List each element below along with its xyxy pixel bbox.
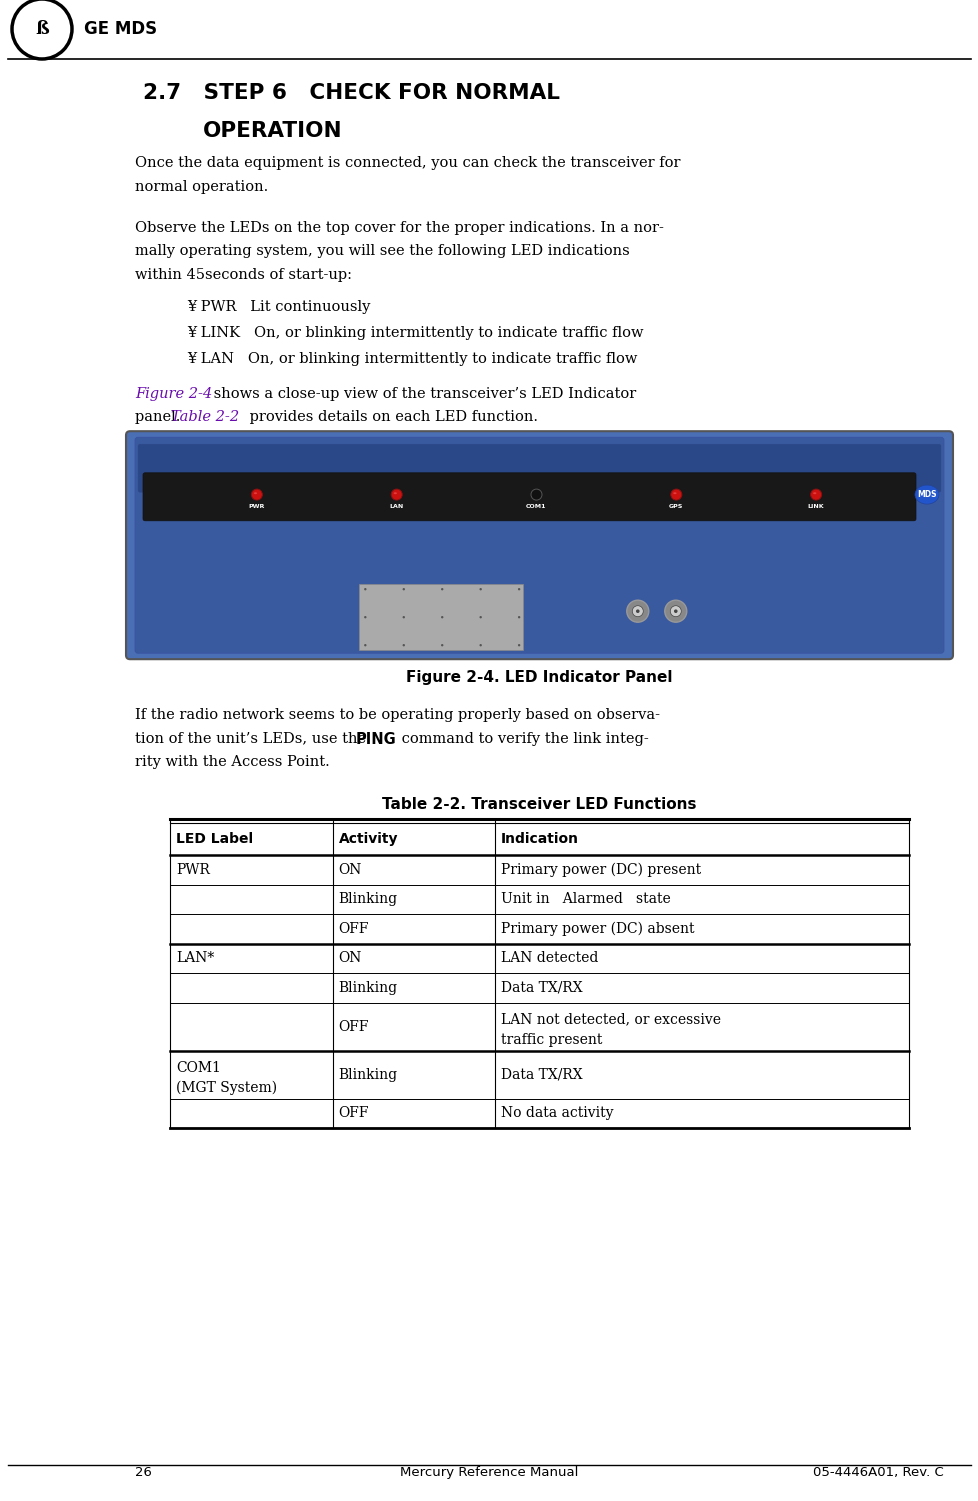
- Text: Figure 2-4. LED Indicator Panel: Figure 2-4. LED Indicator Panel: [406, 671, 672, 684]
- Text: 2.7   STEP 6   CHECK FOR NORMAL: 2.7 STEP 6 CHECK FOR NORMAL: [143, 83, 559, 104]
- Text: (MGT System): (MGT System): [176, 1081, 277, 1094]
- Text: PING: PING: [356, 731, 396, 746]
- Text: command to verify the link integ-: command to verify the link integ-: [397, 731, 648, 746]
- Ellipse shape: [914, 485, 938, 504]
- Text: ß: ß: [35, 20, 49, 38]
- Circle shape: [402, 615, 405, 618]
- Text: Indication: Indication: [501, 832, 579, 847]
- Text: ON: ON: [338, 952, 362, 965]
- Text: Data TX/RX: Data TX/RX: [501, 1067, 582, 1082]
- Circle shape: [810, 489, 821, 500]
- Circle shape: [626, 600, 648, 623]
- Text: tion of the unit’s LEDs, use the: tion of the unit’s LEDs, use the: [135, 731, 366, 746]
- FancyBboxPatch shape: [143, 473, 915, 521]
- Circle shape: [440, 588, 443, 590]
- Text: traffic present: traffic present: [501, 1033, 601, 1046]
- Circle shape: [402, 644, 405, 647]
- Circle shape: [479, 615, 481, 618]
- Text: Blinking: Blinking: [338, 893, 397, 907]
- FancyBboxPatch shape: [135, 437, 943, 653]
- Text: OFF: OFF: [338, 922, 369, 937]
- Circle shape: [670, 489, 681, 500]
- Circle shape: [364, 588, 366, 590]
- Text: 26: 26: [135, 1466, 152, 1478]
- Circle shape: [251, 489, 262, 500]
- Text: ¥ PWR   Lit continuously: ¥ PWR Lit continuously: [187, 300, 370, 314]
- Text: within 45seconds of start-up:: within 45seconds of start-up:: [135, 269, 352, 282]
- Text: LAN not detected, or excessive: LAN not detected, or excessive: [501, 1013, 721, 1027]
- Circle shape: [670, 606, 681, 617]
- Text: LINK: LINK: [807, 504, 823, 509]
- Text: mally operating system, you will see the following LED indications: mally operating system, you will see the…: [135, 245, 629, 258]
- Text: OFF: OFF: [338, 1019, 369, 1034]
- Text: rity with the Access Point.: rity with the Access Point.: [135, 755, 330, 769]
- Ellipse shape: [673, 492, 676, 494]
- Ellipse shape: [393, 492, 396, 494]
- Circle shape: [479, 588, 481, 590]
- Text: Activity: Activity: [338, 832, 398, 847]
- Text: provides details on each LED function.: provides details on each LED function.: [244, 410, 538, 425]
- Text: PWR: PWR: [248, 504, 265, 509]
- Text: No data activity: No data activity: [501, 1106, 613, 1120]
- Text: Primary power (DC) present: Primary power (DC) present: [501, 863, 700, 877]
- Text: ¥ LINK   On, or blinking intermittently to indicate traffic flow: ¥ LINK On, or blinking intermittently to…: [187, 326, 643, 339]
- Text: GE MDS: GE MDS: [84, 20, 156, 38]
- Text: Table 2-2. Transceiver LED Functions: Table 2-2. Transceiver LED Functions: [381, 797, 696, 812]
- Circle shape: [664, 600, 687, 623]
- Circle shape: [517, 615, 519, 618]
- Text: LAN*: LAN*: [176, 952, 214, 965]
- Text: LAN detected: LAN detected: [501, 952, 598, 965]
- Text: COM1: COM1: [526, 504, 546, 509]
- Text: 05-4446A01, Rev. C: 05-4446A01, Rev. C: [813, 1466, 943, 1478]
- Text: Blinking: Blinking: [338, 1067, 397, 1082]
- Circle shape: [391, 489, 402, 500]
- Text: If the radio network seems to be operating properly based on observa-: If the radio network seems to be operati…: [135, 708, 659, 722]
- Text: OFF: OFF: [338, 1106, 369, 1120]
- Text: normal operation.: normal operation.: [135, 180, 268, 194]
- Circle shape: [364, 615, 366, 618]
- Bar: [359, 584, 522, 650]
- Ellipse shape: [813, 492, 816, 494]
- Text: PWR: PWR: [176, 863, 209, 877]
- FancyBboxPatch shape: [126, 431, 952, 659]
- Circle shape: [364, 644, 366, 647]
- Text: shows a close-up view of the transceiver’s LED Indicator: shows a close-up view of the transceiver…: [208, 387, 636, 401]
- Circle shape: [440, 615, 443, 618]
- Text: Table 2-2: Table 2-2: [171, 410, 239, 425]
- Text: Unit in   Alarmed   state: Unit in Alarmed state: [501, 893, 670, 907]
- Text: MDS: MDS: [916, 491, 936, 500]
- Text: OPERATION: OPERATION: [202, 122, 342, 141]
- Circle shape: [517, 588, 519, 590]
- Circle shape: [479, 644, 481, 647]
- Circle shape: [673, 609, 677, 612]
- Text: LED Label: LED Label: [176, 832, 253, 847]
- Text: ¥ LAN   On, or blinking intermittently to indicate traffic flow: ¥ LAN On, or blinking intermittently to …: [187, 351, 637, 366]
- Text: ON: ON: [338, 863, 362, 877]
- Text: LAN: LAN: [389, 504, 403, 509]
- Text: Blinking: Blinking: [338, 982, 397, 995]
- Ellipse shape: [12, 0, 72, 59]
- Text: Observe the LEDs on the top cover for the proper indications. In a nor-: Observe the LEDs on the top cover for th…: [135, 221, 663, 236]
- Circle shape: [530, 489, 542, 500]
- Text: Primary power (DC) absent: Primary power (DC) absent: [501, 922, 694, 937]
- FancyBboxPatch shape: [138, 444, 940, 492]
- Circle shape: [402, 588, 405, 590]
- Text: Figure 2-4: Figure 2-4: [135, 387, 212, 401]
- Text: panel.: panel.: [135, 410, 185, 425]
- Circle shape: [517, 644, 519, 647]
- Text: Data TX/RX: Data TX/RX: [501, 982, 582, 995]
- Text: GPS: GPS: [668, 504, 683, 509]
- Text: Once the data equipment is connected, you can check the transceiver for: Once the data equipment is connected, yo…: [135, 156, 680, 170]
- Text: COM1: COM1: [176, 1061, 221, 1075]
- Circle shape: [636, 609, 639, 612]
- Ellipse shape: [253, 492, 257, 494]
- Circle shape: [632, 606, 643, 617]
- Circle shape: [440, 644, 443, 647]
- Text: Mercury Reference Manual: Mercury Reference Manual: [400, 1466, 578, 1478]
